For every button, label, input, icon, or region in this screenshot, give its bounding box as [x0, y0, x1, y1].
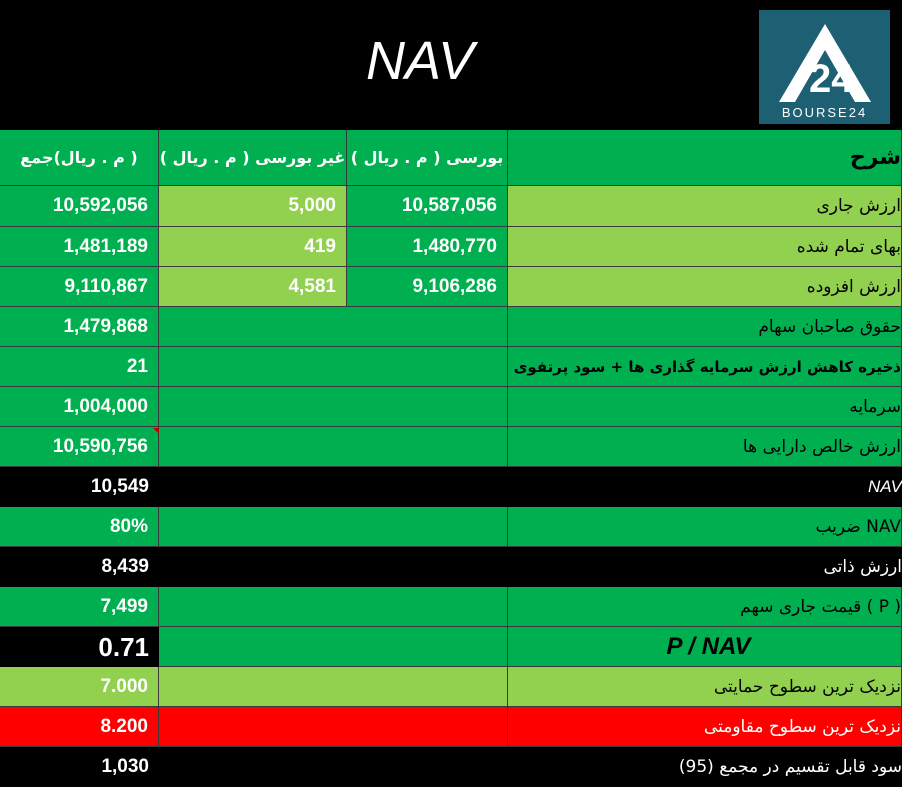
row-label: ارزش خالص دارایی ها: [508, 427, 902, 467]
table-row: 10,590,756 ارزش خالص دارایی ها: [0, 427, 902, 467]
total-value: 7,499: [0, 587, 159, 627]
header-total: ( م . ریال)جمع: [0, 130, 159, 186]
total-value: 10,590,756: [0, 427, 159, 467]
table-row: 1,479,868 حقوق صاحبان سهام: [0, 307, 902, 347]
table-row: 8.200 نزدیک ترین سطوح مقاومتی: [0, 707, 902, 747]
table-header-row: ( م . ریال)جمع غیر بورسی ( م . ریال ) بو…: [0, 130, 902, 186]
bourse-value: 10,587,056: [347, 186, 508, 227]
row-label: نزدیک ترین سطوح حمایتی: [508, 667, 902, 707]
row-label: ذخیره کاهش ارزش سرمایه گذاری ها + سود پر…: [508, 347, 902, 387]
empty-cell: [159, 627, 508, 667]
logo-mark-icon: 24: [779, 24, 871, 102]
empty-cell: [159, 467, 508, 507]
total-value: 8.200: [0, 707, 159, 747]
total-value: 1,479,868: [0, 307, 159, 347]
row-label: ارزش ذاتی: [508, 547, 902, 587]
header-otc: غیر بورسی ( م . ریال ): [159, 130, 347, 186]
row-label: ( P ) قیمت جاری سهم: [508, 587, 902, 627]
row-label: بهای تمام شده: [508, 227, 902, 267]
bourse-value: 1,480,770: [347, 227, 508, 267]
row-label: P / NAV: [508, 627, 902, 667]
page-title: NAV: [365, 31, 475, 91]
empty-cell: [159, 347, 508, 387]
empty-cell: [159, 587, 508, 627]
logo-text: BOURSE24: [781, 105, 868, 120]
total-value: 7.000: [0, 667, 159, 707]
table-row: 7,499 ( P ) قیمت جاری سهم: [0, 587, 902, 627]
row-label: حقوق صاحبان سهام: [508, 307, 902, 347]
comment-indicator-icon: [153, 428, 159, 434]
total-value: 80%: [0, 507, 159, 547]
otc-value: 4,581: [159, 267, 347, 307]
empty-cell: [159, 427, 508, 467]
header-desc: شرح: [508, 130, 902, 186]
bourse-value: 9,106,286: [347, 267, 508, 307]
table-row: 7.000 نزدیک ترین سطوح حمایتی: [0, 667, 902, 707]
empty-cell: [159, 387, 508, 427]
total-value: 9,110,867: [0, 267, 159, 307]
table-row: 8,439 ارزش ذاتی: [0, 547, 902, 587]
row-label: NAV ضریب: [508, 507, 902, 547]
total-value: 10,549: [0, 467, 159, 507]
total-value: 8,439: [0, 547, 159, 587]
total-value: 1,004,000: [0, 387, 159, 427]
svg-text:24: 24: [809, 57, 854, 101]
empty-cell: [159, 547, 508, 587]
row-label: سود قابل تقسیم در مجمع (95): [508, 747, 902, 787]
otc-value: 5,000: [159, 186, 347, 227]
empty-cell: [159, 307, 508, 347]
row-label: ارزش افزوده: [508, 267, 902, 307]
table-row: 1,030 سود قابل تقسیم در مجمع (95): [0, 747, 902, 787]
row-label: NAV: [508, 467, 902, 507]
header: NAV 24 BOURSE24: [0, 0, 902, 130]
table-row: 1,481,189 419 1,480,770 بهای تمام شده: [0, 227, 902, 267]
total-value: 1,481,189: [0, 227, 159, 267]
empty-cell: [159, 707, 508, 747]
total-value: 1,030: [0, 747, 159, 787]
header-bourse: بورسی ( م . ریال ): [347, 130, 508, 186]
row-label: نزدیک ترین سطوح مقاومتی: [508, 707, 902, 747]
total-value: 21: [0, 347, 159, 387]
empty-cell: [159, 667, 508, 707]
table-row: 9,110,867 4,581 9,106,286 ارزش افزوده: [0, 267, 902, 307]
empty-cell: [159, 507, 508, 547]
table-row: 10,592,056 5,000 10,587,056 ارزش جاری: [0, 186, 902, 227]
row-label: ارزش جاری: [508, 186, 902, 227]
table-row: 21 ذخیره کاهش ارزش سرمایه گذاری ها + سود…: [0, 347, 902, 387]
bourse24-logo: 24 BOURSE24: [759, 10, 890, 124]
table-row: 0.71 P / NAV: [0, 627, 902, 667]
total-value: 0.71: [0, 627, 159, 667]
total-value: 10,592,056: [0, 186, 159, 227]
row-label: سرمایه: [508, 387, 902, 427]
table-row: 80% NAV ضریب: [0, 507, 902, 547]
otc-value: 419: [159, 227, 347, 267]
table-row: 10,549 NAV: [0, 467, 902, 507]
table-row: 1,004,000 سرمایه: [0, 387, 902, 427]
empty-cell: [159, 747, 508, 787]
